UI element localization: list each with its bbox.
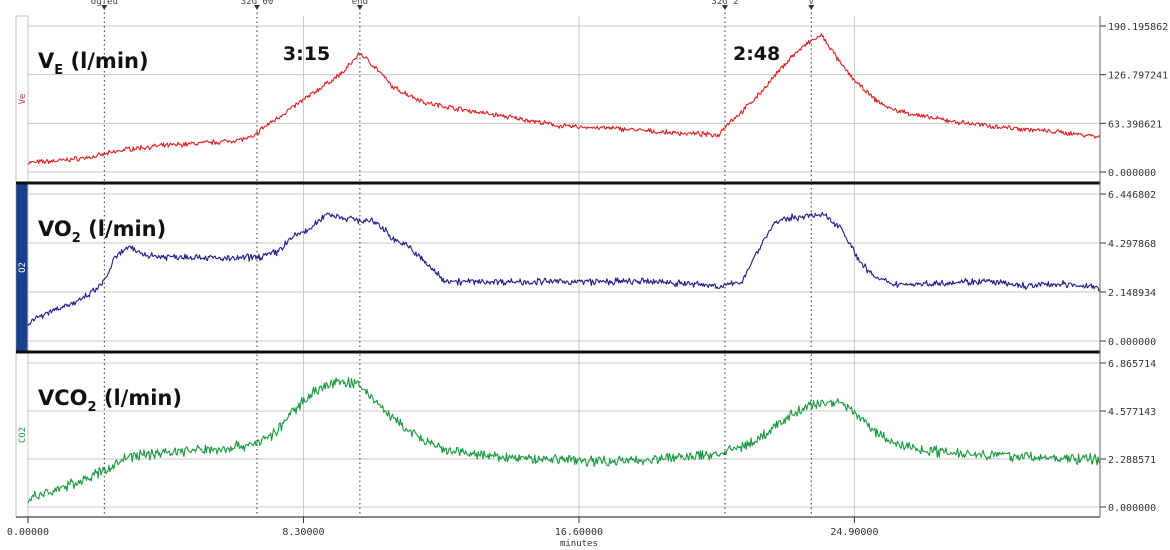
x-axis: 0.00000 8.30000 16.60000 24.90000 minutes <box>7 517 878 549</box>
series-line-1 <box>27 33 1101 165</box>
series-line-2 <box>27 211 1101 326</box>
event-label-4: 32G 2 <box>711 0 738 7</box>
event-marker-5 <box>808 5 815 10</box>
panel-2-ytick-label: 6.446802 <box>1108 190 1156 201</box>
panel-1-ytick-label: 63.398621 <box>1108 119 1162 130</box>
event-markers: ogfeu 32G 00 end 32G 2 v 3:15 2:48 <box>91 0 815 517</box>
panel-1-side-label: Ve <box>18 94 28 105</box>
series-line-3 <box>27 376 1101 504</box>
annotation-2: 2:48 <box>733 43 780 65</box>
panel-3-title: VCO2 (l/min) <box>38 386 182 415</box>
xtick-label: 24.90000 <box>830 527 878 538</box>
xtick-label: 8.30000 <box>282 527 324 538</box>
xtick-label: 16.60000 <box>555 527 603 538</box>
panel-1: Ve 190.195862 126.797241 63.398621 0.000000 V… <box>15 15 1168 183</box>
panel-1-ytick-label: 126.797241 <box>1108 71 1168 82</box>
panel-1-title: VE (l/min) <box>38 49 149 78</box>
x-axis-label: minutes <box>560 539 598 549</box>
annotation-1: 3:15 <box>283 43 330 65</box>
panel-2-ytick-label: 0.000000 <box>1108 337 1156 348</box>
panel-2-side-label: O2 <box>18 262 28 273</box>
event-label-3: end <box>352 0 368 7</box>
panel-3: CO2 6.865714 4.577143 2.288571 0.000000 VCO2 … <box>15 352 1156 518</box>
panel-1-ytick-label: 190.195862 <box>1108 22 1168 33</box>
event-marker-3 <box>356 5 363 10</box>
event-label-5: v <box>809 0 814 7</box>
panel-3-side-label: CO2 <box>18 427 28 443</box>
xtick-label: 0.00000 <box>7 527 49 538</box>
panel-3-ytick-label: 6.865714 <box>1108 359 1156 370</box>
event-marker-4 <box>721 5 728 10</box>
event-marker-2 <box>254 5 261 10</box>
panel-2: O2 6.446802 4.297868 2.148934 0.000000 VO2 (l… <box>15 183 1156 352</box>
chart-panels: Ve 190.195862 126.797241 63.398621 0.000000 V… <box>15 15 1168 518</box>
panel-2-ytick-label: 2.148934 <box>1108 288 1156 299</box>
panel-1-ytick-label: 0.000000 <box>1108 168 1156 179</box>
panel-3-ytick-label: 4.577143 <box>1108 407 1156 418</box>
event-marker-1 <box>101 5 108 10</box>
panel-3-ytick-label: 2.288571 <box>1108 455 1156 466</box>
panel-2-title: VO2 (l/min) <box>38 217 166 246</box>
panel-2-ytick-label: 4.297868 <box>1108 239 1156 250</box>
event-label-1: ogfeu <box>91 0 118 7</box>
event-label-2: 32G 00 <box>241 0 274 7</box>
panel-3-ytick-label: 0.000000 <box>1108 503 1156 514</box>
